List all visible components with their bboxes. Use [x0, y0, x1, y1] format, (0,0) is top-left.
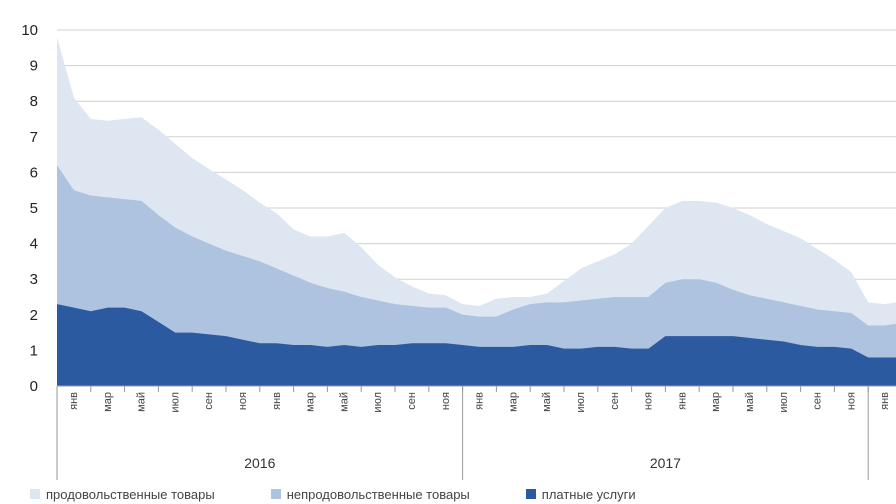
y-tick-label: 0 [30, 378, 38, 395]
legend-item-services: платные услуги [525, 486, 636, 502]
x-year-label: 2017 [650, 455, 681, 471]
y-tick-label: 8 [30, 93, 38, 110]
y-tick-label: 1 [30, 342, 38, 359]
legend-swatch-services [525, 489, 536, 499]
x-month-label: сен [406, 392, 418, 410]
x-month-label: ноя [440, 392, 452, 410]
y-tick-label: 10 [21, 22, 38, 39]
x-month-label: июл [575, 392, 587, 413]
y-axis-labels: 0 1 2 3 4 5 6 7 8 9 10 [21, 22, 38, 395]
y-tick-label: 2 [30, 307, 38, 324]
x-month-label: июл [372, 392, 384, 413]
legend-swatch-food [30, 489, 40, 499]
x-month-label: сен [812, 392, 824, 410]
area-series-0 [57, 304, 896, 386]
x-month-label: июл [169, 392, 181, 413]
y-tick-label: 3 [30, 271, 38, 288]
legend-item-nonfood: непродовольственные товары [270, 486, 470, 502]
x-month-label: мар [710, 392, 722, 412]
x-year-label: 2016 [244, 455, 275, 471]
x-month-label: май [136, 392, 148, 412]
y-tick-label: 5 [30, 200, 38, 217]
area-series-1 [57, 165, 896, 386]
x-month-label: мар [305, 392, 317, 412]
x-month-label: янв [676, 392, 688, 410]
x-month-label: янв [68, 392, 80, 410]
x-month-label: май [541, 392, 553, 412]
x-month-label: ноя [845, 392, 857, 410]
x-month-label: сен [203, 392, 215, 410]
legend-label-food: продовольственные товары [46, 486, 215, 502]
x-month-label: ноя [643, 392, 655, 410]
y-tick-label: 4 [30, 236, 38, 253]
x-month-label: сен [609, 392, 621, 410]
y-tick-label: 9 [30, 58, 38, 75]
x-month-label: ноя [237, 392, 249, 410]
x-month-label: мар [507, 392, 519, 412]
x-month-label: мар [102, 392, 114, 412]
legend-label-nonfood: непродовольственные товары [286, 486, 470, 502]
series-areas [57, 37, 896, 387]
legend: продовольственные товары непродовольстве… [30, 484, 896, 504]
x-month-label: янв [879, 392, 891, 410]
x-month-label: май [744, 392, 756, 412]
x-month-label: июл [778, 392, 790, 413]
legend-item-food: продовольственные товары [30, 487, 215, 502]
x-month-label: янв [474, 392, 486, 410]
x-axis: янв мар май июл сен ноя янв мар май июл сен ноя янв м… [56, 385, 896, 480]
legend-label-services: платные услуги [541, 486, 636, 502]
x-month-label: янв [271, 392, 283, 410]
legend-swatch-nonfood [270, 489, 281, 499]
y-tick-label: 7 [30, 129, 38, 146]
x-month-label: май [338, 392, 350, 412]
y-tick-label: 6 [30, 164, 38, 181]
